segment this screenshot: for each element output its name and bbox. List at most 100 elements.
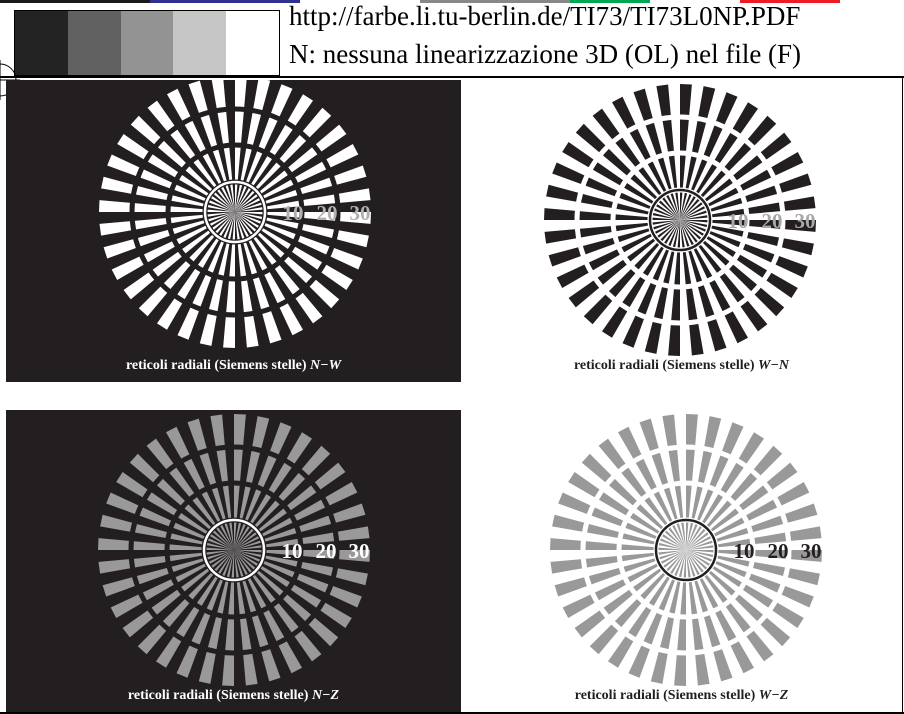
center-ring bbox=[203, 180, 267, 244]
star-spoke bbox=[123, 212, 235, 300]
panel-w-n: 10 20 30 reticoli radiali (Siemens stelle)… bbox=[461, 80, 902, 382]
star-spoke bbox=[680, 115, 777, 220]
panel-caption: reticoli radiali (Siemens stelle) N−W bbox=[125, 358, 342, 373]
star-spoke bbox=[235, 80, 247, 212]
star-spoke bbox=[130, 115, 235, 212]
radius-label: 30 bbox=[350, 201, 371, 225]
star-spoke bbox=[686, 550, 804, 628]
radius-label: 20 bbox=[762, 209, 783, 233]
star-spoke bbox=[235, 94, 313, 212]
star-spoke bbox=[608, 550, 686, 668]
right-border bbox=[902, 76, 903, 712]
star-spoke bbox=[129, 453, 234, 550]
center-ring bbox=[654, 518, 718, 582]
star-spoke bbox=[234, 482, 358, 550]
star-spoke bbox=[235, 212, 353, 290]
document-url: http://farbe.li.tu-berlin.de/TI73/TI73L0… bbox=[289, 1, 801, 31]
gray-step bbox=[173, 11, 227, 75]
document-subtitle: N: nessuna linearizzazione 3D (OL) nel f… bbox=[289, 39, 802, 69]
radius-label: 30 bbox=[801, 539, 822, 563]
siemens-star: 10 20 30 bbox=[98, 414, 370, 686]
star-spoke bbox=[234, 462, 346, 550]
panel-caption: reticoli radiali (Siemens stelle) N−Z bbox=[127, 688, 340, 703]
star-spoke bbox=[686, 550, 754, 674]
gray-step bbox=[15, 11, 68, 75]
gap-ring bbox=[164, 480, 304, 620]
star-spoke bbox=[592, 108, 680, 220]
star-spoke bbox=[574, 550, 686, 638]
star-spoke bbox=[122, 550, 234, 638]
top-rule bbox=[0, 76, 904, 78]
gap-ring bbox=[574, 114, 786, 326]
star-spoke bbox=[110, 550, 234, 618]
star-spoke bbox=[618, 426, 686, 550]
gray-step bbox=[67, 11, 121, 75]
star-spoke bbox=[680, 152, 804, 220]
star-spoke bbox=[680, 102, 758, 220]
header: http://farbe.li.tu-berlin.de/TI73/TI73L0… bbox=[0, 0, 904, 80]
star-spoke bbox=[562, 550, 686, 618]
gray-scale-strip bbox=[14, 10, 280, 76]
star-spoke bbox=[235, 212, 340, 309]
star-spoke bbox=[581, 453, 686, 550]
bottom-rule bbox=[0, 712, 904, 714]
gap-ring bbox=[165, 142, 305, 282]
star-spoke bbox=[166, 426, 234, 550]
star-spoke bbox=[111, 212, 235, 280]
star-spoke bbox=[211, 80, 235, 212]
radius-label: 30 bbox=[795, 209, 816, 233]
center-ring bbox=[648, 188, 712, 252]
star-spoke bbox=[235, 124, 347, 212]
panel-caption: reticoli radiali (Siemens stelle) W−Z bbox=[574, 688, 789, 703]
star-spoke bbox=[686, 550, 791, 647]
panel-n-z: 10 20 30 reticoli radiali (Siemens stelle)… bbox=[6, 410, 461, 712]
gap-ring bbox=[610, 150, 750, 290]
star-spoke bbox=[234, 550, 339, 647]
star-spoke bbox=[234, 550, 352, 628]
radius-label: 10 bbox=[728, 209, 749, 233]
star-spoke bbox=[147, 100, 235, 212]
star-spoke bbox=[146, 438, 234, 550]
star-spoke bbox=[234, 550, 322, 662]
panel-w-z: 10 20 30 reticoli radiali (Siemens stelle)… bbox=[461, 410, 902, 712]
star-spoke bbox=[568, 220, 680, 308]
panel-caption: reticoli radiali (Siemens stelle) W−N bbox=[573, 358, 790, 373]
star-spoke bbox=[235, 212, 323, 324]
star-spoke bbox=[612, 96, 680, 220]
star-spoke bbox=[157, 212, 235, 330]
star-spoke bbox=[234, 432, 312, 550]
center-ring bbox=[202, 518, 266, 582]
gray-step bbox=[120, 11, 174, 75]
star-spoke bbox=[235, 212, 303, 336]
radius-label: 10 bbox=[283, 201, 304, 225]
star-spoke bbox=[556, 220, 680, 288]
star-spoke bbox=[686, 550, 774, 662]
gap-ring bbox=[580, 444, 792, 656]
star-spoke bbox=[680, 132, 792, 220]
star-spoke bbox=[686, 482, 810, 550]
radius-label: 20 bbox=[768, 539, 789, 563]
star-spoke bbox=[686, 445, 783, 550]
radius-label: 30 bbox=[349, 539, 370, 563]
star-spoke bbox=[680, 220, 768, 332]
gap-ring bbox=[129, 106, 341, 318]
star-spoke bbox=[589, 550, 686, 655]
star-spoke bbox=[156, 550, 234, 668]
star-spoke bbox=[686, 432, 764, 550]
gap-ring bbox=[128, 444, 340, 656]
star-spoke bbox=[680, 220, 785, 317]
star-spoke bbox=[686, 462, 798, 550]
star-spoke bbox=[680, 220, 748, 344]
gap-ring bbox=[616, 480, 756, 620]
star-spoke bbox=[575, 123, 680, 220]
star-spoke bbox=[234, 445, 331, 550]
gray-step bbox=[226, 11, 279, 75]
radius-label: 10 bbox=[282, 539, 303, 563]
star-spoke bbox=[167, 88, 235, 212]
star-spoke bbox=[568, 472, 686, 550]
star-spoke bbox=[235, 144, 359, 212]
star-spoke bbox=[116, 472, 234, 550]
star-spoke bbox=[562, 142, 680, 220]
star-spoke bbox=[235, 107, 332, 212]
color-registration-strip bbox=[0, 0, 904, 3]
